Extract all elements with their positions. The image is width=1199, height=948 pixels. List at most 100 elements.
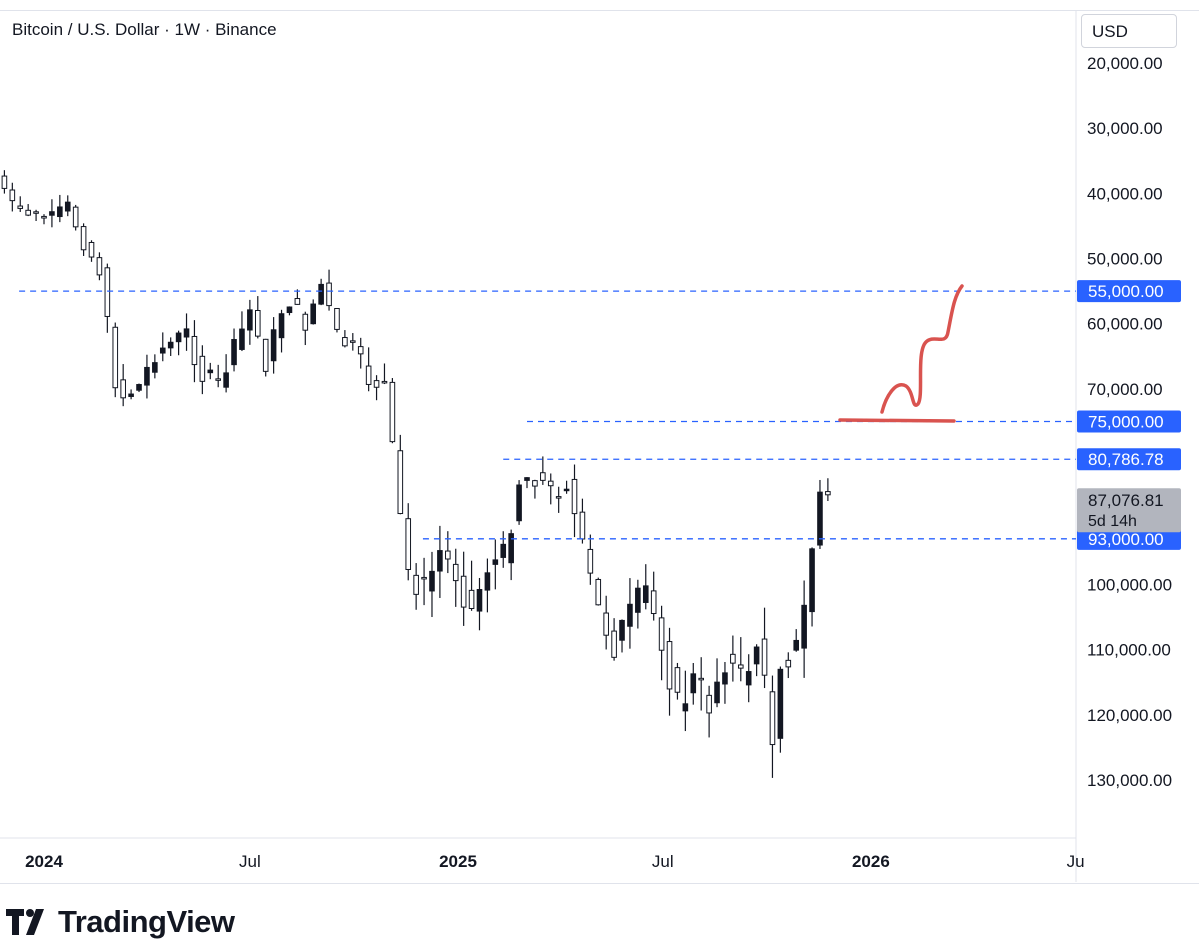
candle-body — [555, 496, 562, 499]
candle-body — [547, 480, 554, 487]
candle-body — [310, 303, 317, 325]
candle-body — [159, 347, 166, 354]
candle-body — [183, 328, 190, 338]
candle-body — [579, 511, 586, 540]
candle-body — [722, 672, 728, 685]
candle-body — [674, 667, 681, 693]
candle-body — [136, 384, 142, 391]
tradingview-brand: TradingView — [6, 900, 235, 944]
candle-body — [17, 205, 24, 209]
candle-body — [9, 189, 16, 202]
candle-body — [286, 306, 293, 314]
candle-body — [421, 576, 427, 580]
x-tick-label: 2025 — [439, 852, 477, 871]
candle-body — [231, 339, 237, 366]
candle-body — [191, 335, 198, 366]
level-label-bg — [1077, 280, 1181, 303]
y-tick-label: 110,000.00 — [1087, 641, 1171, 660]
brand-name: TradingView — [58, 904, 235, 939]
candle-body — [793, 639, 800, 651]
level-label: 93,000.00 — [1088, 530, 1164, 549]
currency-button[interactable]: USD — [1081, 14, 1177, 48]
candle-body — [294, 298, 301, 305]
time-axis[interactable]: 2024 Jul 2025 Jul 2026 Ju — [25, 852, 1085, 871]
candle-body — [167, 341, 174, 349]
level-label: 75,000.00 — [1088, 413, 1164, 432]
y-tick-label: 60,000.00 — [1087, 315, 1163, 334]
candle-body — [650, 590, 657, 615]
tradingview-logo-icon — [6, 909, 44, 935]
candle-body — [1, 175, 8, 189]
candle-body — [642, 585, 649, 603]
candle-body — [769, 691, 776, 746]
candle-body — [745, 671, 752, 686]
price-axis[interactable]: 20,000.00 30,000.00 40,000.00 50,000.00 60,0… — [1087, 54, 1172, 790]
candle-body — [698, 677, 704, 681]
candle-body — [96, 257, 103, 276]
candle-body — [262, 338, 269, 372]
sketch-base-line — [838, 418, 956, 423]
levels-layer — [19, 290, 1076, 540]
candle-body — [278, 313, 285, 339]
current-price-bg — [1077, 488, 1181, 533]
x-tick-label: Jul — [239, 852, 261, 871]
candle-body — [350, 340, 356, 343]
candle-body — [445, 550, 451, 560]
candle-body — [120, 379, 126, 399]
candle-body — [239, 328, 245, 350]
y-tick-label: 20,000.00 — [1087, 54, 1163, 73]
symbol-legend[interactable]: Bitcoin / U.S. Dollar · 1W · Binance — [12, 20, 277, 39]
candle-body — [619, 619, 625, 641]
candle-body — [658, 617, 665, 651]
candle-body — [112, 326, 119, 389]
candle-body — [437, 550, 443, 572]
candle-body — [809, 548, 815, 613]
candle-body — [571, 478, 578, 515]
candle-body — [254, 310, 261, 337]
current-price-label: 87,076.81 — [1088, 491, 1164, 510]
y-tick-label: 40,000.00 — [1087, 184, 1163, 203]
candle-body — [460, 575, 467, 608]
candle-body — [603, 612, 609, 636]
candle-body — [817, 491, 823, 546]
candle-body — [199, 355, 206, 382]
candle-body — [80, 226, 87, 251]
candle-body — [247, 309, 253, 331]
candle-body — [690, 673, 697, 694]
candle-body — [777, 668, 784, 739]
level-label-bg — [1077, 410, 1181, 433]
candle-body — [25, 209, 31, 216]
candle-body — [468, 589, 475, 610]
y-tick-label: 100,000.00 — [1087, 575, 1172, 594]
candle-body — [825, 491, 831, 496]
candle-body — [318, 283, 324, 305]
candle-body — [405, 518, 412, 570]
candle-body — [215, 378, 221, 381]
candle-body — [175, 332, 182, 343]
x-tick-label: Ju — [1067, 852, 1085, 871]
candle-body — [270, 329, 277, 362]
candle-body — [611, 630, 617, 658]
candle-body — [152, 362, 158, 373]
drawn-annotation — [838, 284, 964, 423]
candle-body — [737, 664, 744, 669]
candle-body — [381, 380, 388, 384]
candle-body — [144, 366, 150, 386]
candle-body — [302, 313, 309, 331]
y-tick-label: 30,000.00 — [1087, 119, 1163, 138]
candle-body — [801, 604, 807, 649]
candles-layer — [1, 170, 831, 778]
chart-frame[interactable] — [0, 10, 1199, 884]
bar-countdown-label: 5d 14h — [1088, 513, 1137, 530]
candle-body — [452, 563, 459, 582]
candle-body — [532, 480, 538, 487]
y-tick-label: 70,000.00 — [1087, 380, 1163, 399]
candle-body — [714, 681, 720, 704]
x-tick-label: 2024 — [25, 852, 63, 871]
candle-body — [682, 703, 689, 712]
candle-body — [413, 574, 419, 595]
candle-body — [326, 282, 332, 307]
candle-body — [508, 533, 514, 564]
candle-body — [563, 488, 570, 492]
